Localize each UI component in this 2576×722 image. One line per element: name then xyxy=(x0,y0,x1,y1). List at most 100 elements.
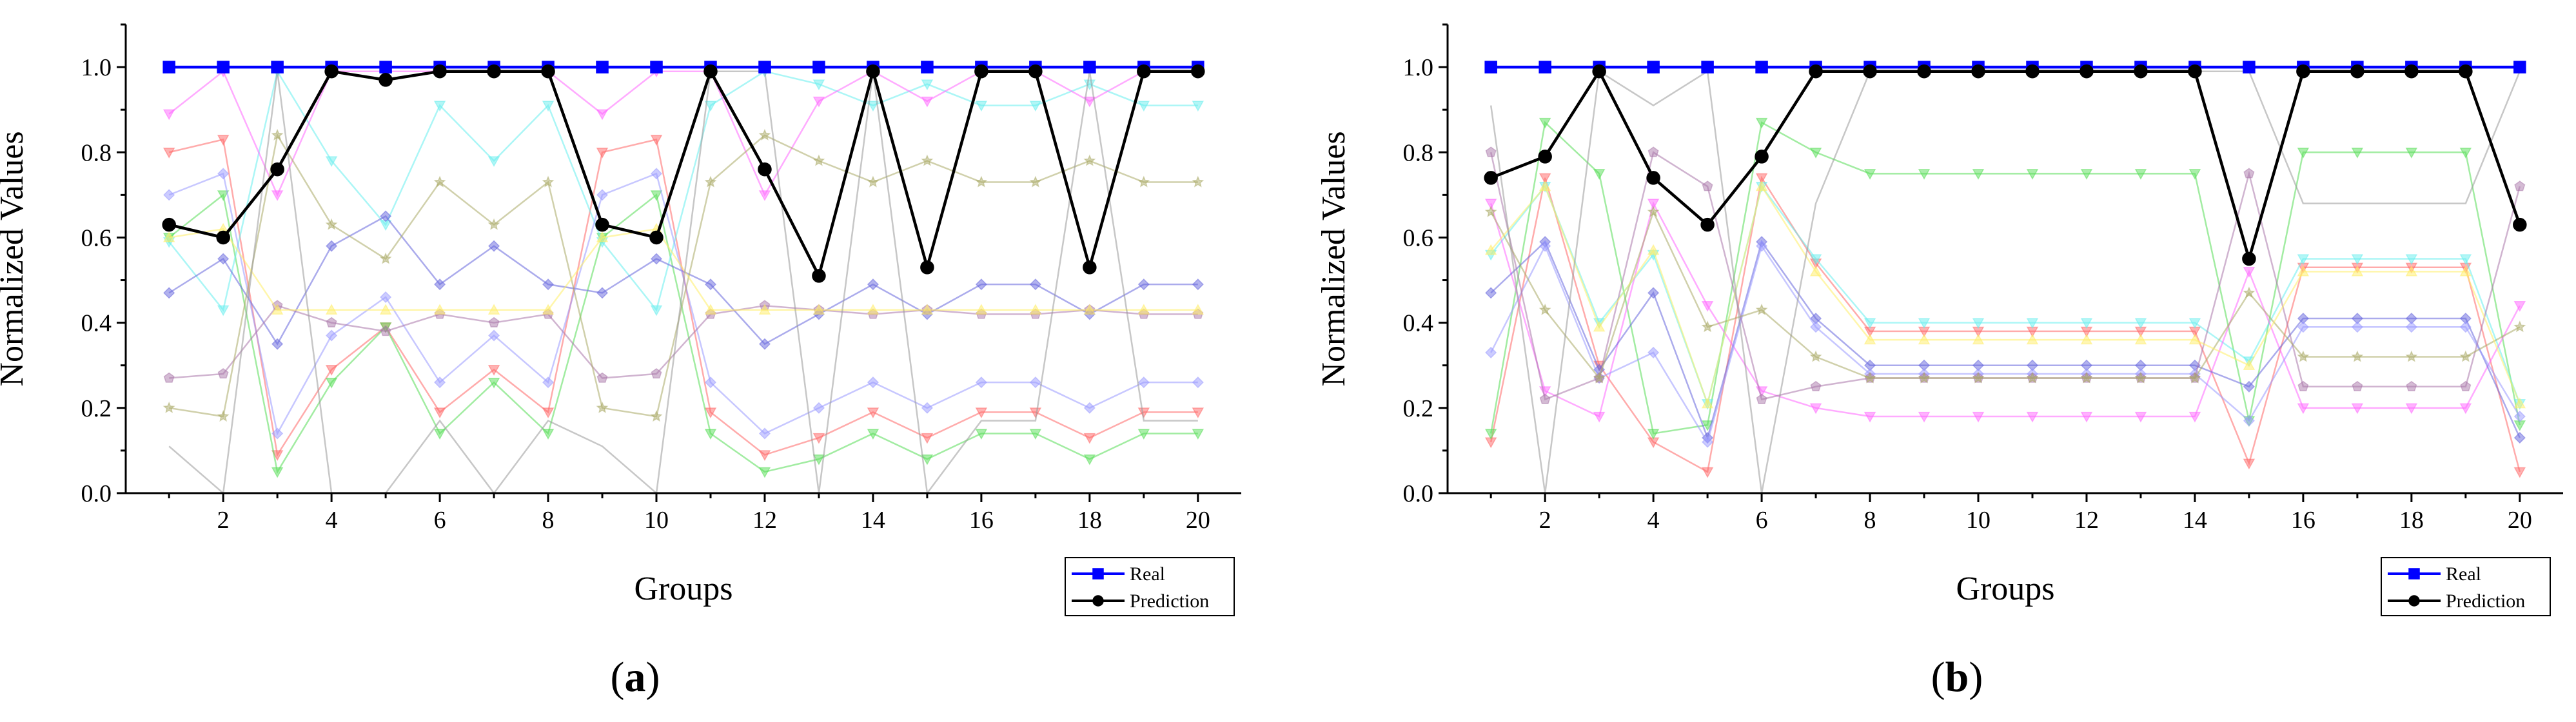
background-series xyxy=(162,190,1204,478)
x-tick-label: 4 xyxy=(326,507,338,534)
background-series-point xyxy=(1029,101,1042,112)
background-series-point xyxy=(596,231,609,242)
background-series-point xyxy=(2460,380,2472,391)
y-tick-label: 0.2 xyxy=(81,395,112,422)
background-series-point xyxy=(163,287,175,299)
prediction-point xyxy=(2079,64,2094,79)
background-series-point xyxy=(867,304,880,315)
background-series-point xyxy=(867,407,880,418)
background-series xyxy=(162,128,1204,422)
legend-label: Real xyxy=(2446,563,2481,585)
background-series-line xyxy=(1490,240,2521,441)
background-series-point xyxy=(921,433,934,444)
background-series-point xyxy=(217,190,230,201)
legend-box xyxy=(1065,557,1235,616)
background-series-point xyxy=(162,109,175,121)
background-series-point xyxy=(2513,320,2526,333)
real-series xyxy=(162,61,1204,73)
background-series-point xyxy=(596,287,609,299)
background-series-point xyxy=(542,175,555,188)
x-tick-label: 14 xyxy=(861,507,885,534)
background-series-point xyxy=(1029,278,1041,291)
background-series-point xyxy=(2297,350,2310,362)
background-series-point xyxy=(2026,371,2039,384)
prediction-point xyxy=(1484,171,1498,185)
real-point xyxy=(271,61,284,73)
background-series-point xyxy=(2351,403,2364,415)
y-tick-label: 1.0 xyxy=(1403,54,1434,81)
background-series-point xyxy=(1809,265,1822,277)
background-series xyxy=(1484,205,2526,384)
prediction-point xyxy=(1755,150,1769,164)
background-series-point xyxy=(2351,350,2364,362)
background-series-point xyxy=(1755,173,1768,184)
prediction-point xyxy=(2242,251,2256,266)
background-series-point xyxy=(1756,240,1768,252)
prediction-point xyxy=(1137,64,1151,79)
legend-marker xyxy=(1092,568,1104,580)
y-tick-label: 0.6 xyxy=(81,224,112,251)
background-series-line xyxy=(1490,121,2521,434)
background-series-point xyxy=(758,338,771,350)
background-series-point xyxy=(2080,333,2093,345)
background-series-point xyxy=(1137,407,1150,418)
background-series-point xyxy=(326,329,338,342)
prediction-point xyxy=(433,64,447,79)
background-series-line xyxy=(168,193,1198,474)
background-series-line xyxy=(1490,184,2521,407)
background-series xyxy=(1485,236,2526,444)
background-series-point xyxy=(1701,320,1714,333)
prediction-point xyxy=(920,260,934,275)
background-series-point xyxy=(1137,175,1150,188)
prediction-point xyxy=(2296,64,2310,79)
prediction-point xyxy=(324,64,339,79)
background-series-point xyxy=(975,278,987,291)
background-series-point xyxy=(433,101,446,112)
y-tick-label: 0.8 xyxy=(1403,139,1434,166)
background-series-point xyxy=(1539,393,1551,404)
background-series-point xyxy=(1029,304,1042,315)
background-series-point xyxy=(1809,254,1822,266)
background-series-point xyxy=(488,317,500,327)
legend-label: Real xyxy=(1130,563,1165,585)
background-series-point xyxy=(1972,169,1985,180)
legend: Real Prediction xyxy=(2381,557,2551,616)
background-series-point xyxy=(2243,415,2255,427)
background-series-point xyxy=(162,401,175,413)
background-series-point xyxy=(975,407,988,418)
background-series-point xyxy=(1593,320,1606,332)
real-point xyxy=(1539,61,1551,73)
real-point xyxy=(2243,61,2256,73)
background-series-point xyxy=(1029,175,1042,188)
background-series-point xyxy=(325,378,338,389)
y-tick-label: 0.0 xyxy=(1403,480,1434,507)
background-series-point xyxy=(1484,244,1497,255)
background-series-point xyxy=(162,148,175,159)
background-series-point xyxy=(433,407,446,418)
background-series-point xyxy=(2405,321,2417,333)
background-series-point xyxy=(1192,407,1204,418)
background-series-point xyxy=(1083,454,1096,465)
background-series-point xyxy=(1702,180,1713,191)
panel-label: (a) xyxy=(611,654,660,701)
real-point xyxy=(650,61,663,73)
y-tick-label: 0.2 xyxy=(1403,395,1434,422)
real-point xyxy=(1701,61,1714,73)
prediction-point xyxy=(2025,64,2040,79)
background-series-point xyxy=(2405,265,2418,277)
background-series-line xyxy=(169,304,1198,379)
prediction-series-line xyxy=(168,66,1198,280)
x-tick-label: 10 xyxy=(644,507,669,534)
background-series xyxy=(1484,199,2526,423)
prediction-point xyxy=(379,73,393,87)
background-series-point xyxy=(2459,254,2472,266)
background-series-point xyxy=(2513,467,2526,478)
background-series-point xyxy=(1918,169,1931,180)
background-series-point xyxy=(379,304,392,315)
x-tick-label: 14 xyxy=(2183,507,2207,534)
background-series-point xyxy=(1593,411,1606,423)
prediction-series xyxy=(162,64,1205,283)
background-series-point xyxy=(2188,169,2201,180)
background-series-line xyxy=(1490,210,2521,380)
background-series-point xyxy=(434,376,446,389)
